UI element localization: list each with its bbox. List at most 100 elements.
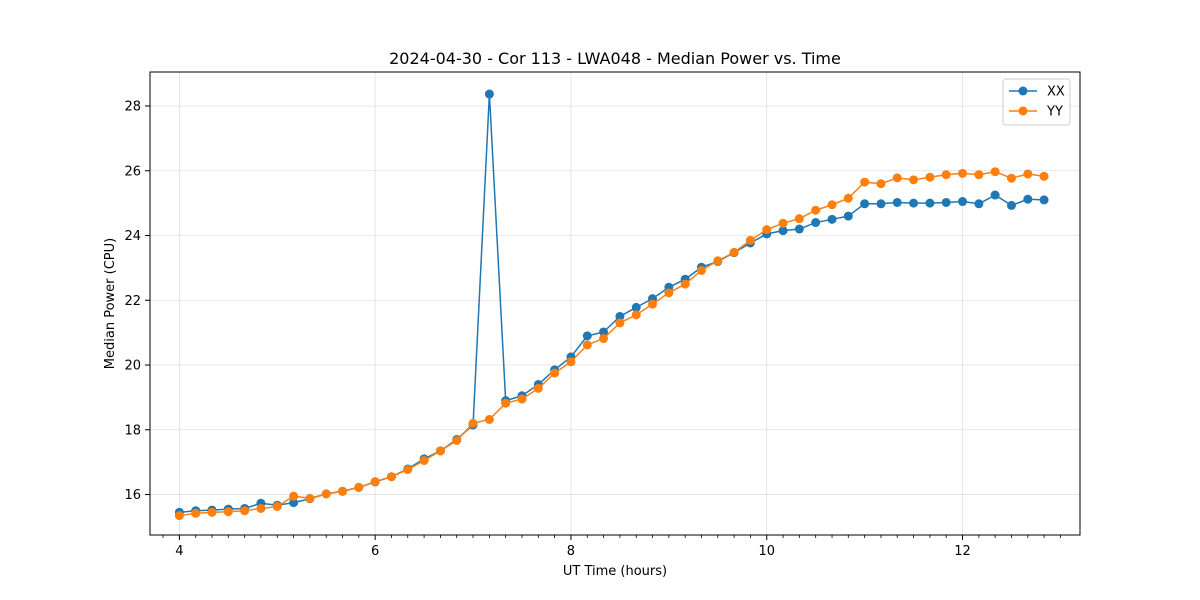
y-tick-label: 20 (124, 359, 141, 374)
data-point-yy (550, 368, 560, 378)
data-point-xx (843, 211, 853, 221)
data-point-xx (484, 89, 494, 99)
data-point-yy (582, 340, 592, 350)
data-point-yy (566, 357, 576, 367)
data-point-yy (909, 175, 919, 185)
data-point-xx (631, 302, 641, 312)
data-point-yy (778, 218, 788, 228)
data-point-xx (794, 224, 804, 234)
data-point-yy (680, 279, 690, 289)
data-point-yy (370, 477, 380, 487)
data-point-yy (272, 502, 282, 512)
data-point-yy (468, 418, 478, 428)
y-tick-label: 26 (124, 164, 141, 179)
y-tick-label: 24 (124, 229, 141, 244)
y-axis-label: Median Power (CPU) (103, 238, 118, 369)
data-point-yy (631, 310, 641, 320)
data-point-yy (174, 511, 184, 521)
data-point-xx (860, 199, 870, 209)
data-point-yy (974, 170, 984, 180)
data-point-yy (223, 507, 233, 517)
data-point-yy (713, 256, 723, 266)
legend-label-xx: XX (1047, 85, 1065, 100)
data-point-xx (1023, 194, 1033, 204)
data-point-yy (664, 288, 674, 298)
x-tick-label: 12 (954, 544, 971, 559)
data-point-yy (990, 167, 1000, 177)
legend-marker-xx (1018, 86, 1028, 96)
y-tick-label: 28 (124, 99, 141, 114)
y-tick-label: 18 (124, 423, 141, 438)
data-point-yy (289, 491, 299, 501)
data-point-yy (256, 503, 266, 513)
x-tick-label: 4 (175, 544, 183, 559)
data-point-xx (1039, 195, 1049, 205)
series-yy (174, 167, 1049, 521)
data-point-xx (1006, 200, 1016, 210)
data-point-yy (843, 193, 853, 203)
data-point-yy (338, 486, 348, 496)
data-point-yy (484, 414, 494, 424)
x-tick-label: 8 (567, 544, 575, 559)
data-point-yy (191, 508, 201, 518)
data-point-yy (240, 506, 250, 516)
data-point-xx (990, 190, 1000, 200)
data-point-xx (909, 198, 919, 208)
data-point-xx (925, 198, 935, 208)
x-axis-label: UT Time (hours) (563, 564, 667, 579)
series-layer (174, 89, 1049, 521)
data-point-yy (647, 299, 657, 309)
data-point-yy (1023, 169, 1033, 179)
data-point-xx (289, 498, 299, 508)
data-point-xx (811, 218, 821, 228)
x-tick-label: 10 (758, 544, 775, 559)
data-point-yy (354, 482, 364, 492)
legend: XX YY (1002, 78, 1071, 126)
data-point-yy (941, 170, 951, 180)
data-point-yy (419, 456, 429, 466)
data-point-xx (876, 199, 886, 209)
data-point-yy (452, 435, 462, 445)
legend-marker-yy (1018, 106, 1028, 116)
data-point-yy (207, 507, 217, 517)
data-point-xx (974, 199, 984, 209)
data-point-yy (435, 446, 445, 456)
ticks: 4 6 8 10 12 16 18 20 22 24 26 28 (124, 99, 1061, 559)
data-point-yy (403, 465, 413, 475)
data-point-yy (876, 179, 886, 189)
data-point-xx (827, 214, 837, 224)
data-point-yy (892, 173, 902, 183)
data-point-xx (892, 197, 902, 207)
data-point-yy (762, 225, 772, 235)
data-point-yy (615, 318, 625, 328)
data-point-yy (599, 333, 609, 343)
data-point-xx (778, 226, 788, 236)
data-point-yy (1006, 173, 1016, 183)
legend-label-yy: YY (1046, 105, 1063, 120)
data-point-yy (860, 177, 870, 187)
data-point-yy (958, 168, 968, 178)
y-tick-label: 16 (124, 488, 141, 503)
data-point-yy (745, 235, 755, 245)
data-point-yy (1039, 171, 1049, 181)
data-point-xx (941, 197, 951, 207)
chart-title: 2024-04-30 - Cor 113 - LWA048 - Median P… (389, 49, 841, 68)
data-point-yy (321, 489, 331, 499)
data-point-yy (811, 205, 821, 215)
data-point-xx (599, 327, 609, 337)
data-point-yy (533, 383, 543, 393)
data-point-yy (387, 472, 397, 482)
data-point-xx (582, 331, 592, 341)
data-point-yy (305, 493, 315, 503)
data-point-yy (729, 247, 739, 257)
data-point-yy (501, 398, 511, 408)
x-tick-label: 6 (371, 544, 379, 559)
data-point-yy (696, 265, 706, 275)
y-tick-label: 22 (124, 294, 141, 309)
grid (150, 72, 1080, 535)
data-point-xx (615, 311, 625, 321)
data-point-yy (827, 200, 837, 210)
data-point-yy (925, 172, 935, 182)
